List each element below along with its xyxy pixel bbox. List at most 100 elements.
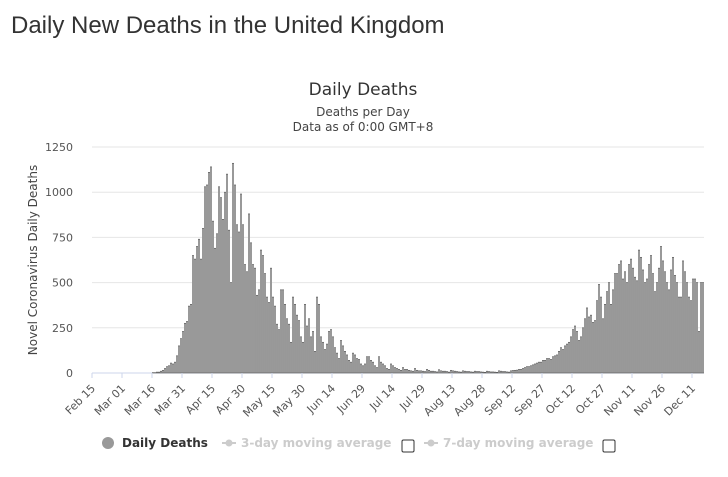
bar[interactable] (202, 228, 205, 374)
bar[interactable] (491, 371, 494, 374)
bar[interactable] (345, 354, 348, 374)
bar[interactable] (699, 282, 702, 374)
bar[interactable] (305, 325, 308, 374)
bar[interactable] (279, 289, 282, 374)
bar[interactable] (647, 264, 650, 374)
bar[interactable] (513, 369, 516, 374)
bar[interactable] (651, 273, 654, 374)
bar[interactable] (186, 321, 189, 374)
bar[interactable] (461, 370, 464, 374)
bar[interactable] (565, 343, 568, 374)
bar[interactable] (489, 371, 492, 374)
bar[interactable] (164, 368, 167, 374)
bar[interactable] (543, 360, 546, 374)
bar[interactable] (503, 371, 506, 374)
bar[interactable] (387, 369, 390, 374)
bar[interactable] (303, 303, 306, 374)
bar[interactable] (435, 371, 438, 374)
bar[interactable] (519, 369, 522, 374)
bar[interactable] (162, 369, 165, 374)
bar[interactable] (677, 296, 680, 374)
bar[interactable] (497, 370, 500, 374)
bar[interactable] (257, 289, 260, 374)
bar[interactable] (557, 350, 560, 374)
bar[interactable] (198, 238, 201, 374)
bar[interactable] (613, 273, 616, 374)
bar[interactable] (411, 370, 414, 374)
bar[interactable] (537, 361, 540, 374)
bar[interactable] (549, 359, 552, 374)
bar[interactable] (391, 365, 394, 374)
bar[interactable] (166, 366, 169, 374)
bar[interactable] (337, 358, 340, 374)
bar[interactable] (343, 350, 346, 374)
bar[interactable] (176, 355, 179, 374)
bar[interactable] (210, 166, 213, 374)
bar[interactable] (158, 371, 161, 374)
bar[interactable] (479, 371, 482, 374)
bar[interactable] (172, 363, 175, 374)
bar[interactable] (597, 284, 600, 374)
bar[interactable] (683, 271, 686, 374)
bar[interactable] (515, 369, 518, 374)
bar[interactable] (413, 368, 416, 374)
bar[interactable] (421, 370, 424, 374)
bar[interactable] (509, 370, 512, 374)
bar[interactable] (635, 280, 638, 374)
bar[interactable] (373, 365, 376, 374)
bar[interactable] (659, 246, 662, 374)
bar[interactable] (443, 370, 446, 374)
bar[interactable] (224, 191, 227, 374)
bar[interactable] (341, 345, 344, 374)
bar[interactable] (353, 354, 356, 374)
bar[interactable] (174, 361, 177, 374)
bar[interactable] (615, 273, 618, 374)
bar[interactable] (483, 371, 486, 374)
bar[interactable] (645, 278, 648, 374)
bar[interactable] (178, 345, 181, 374)
bar[interactable] (585, 307, 588, 374)
bar[interactable] (297, 320, 300, 374)
bar[interactable] (533, 363, 536, 374)
bar[interactable] (431, 370, 434, 374)
legend-checkbox[interactable] (602, 439, 616, 453)
bar[interactable] (170, 362, 173, 374)
bar[interactable] (589, 314, 592, 374)
bar[interactable] (349, 361, 352, 374)
bar[interactable] (309, 336, 312, 374)
bar[interactable] (649, 255, 652, 374)
bar[interactable] (156, 371, 159, 374)
bar[interactable] (667, 289, 670, 374)
bar[interactable] (281, 289, 284, 374)
bar[interactable] (643, 282, 646, 374)
bar[interactable] (323, 349, 326, 374)
bar[interactable] (623, 271, 626, 374)
bar[interactable] (639, 256, 642, 374)
bar[interactable] (240, 193, 243, 374)
bar[interactable] (481, 371, 484, 374)
bar[interactable] (365, 356, 368, 374)
bar[interactable] (545, 358, 548, 374)
bar[interactable] (405, 369, 408, 374)
bar[interactable] (401, 367, 404, 374)
bar[interactable] (192, 255, 195, 374)
bar[interactable] (451, 370, 454, 374)
bar[interactable] (363, 363, 366, 374)
bar[interactable] (555, 354, 558, 374)
bar[interactable] (427, 369, 430, 374)
bar[interactable] (573, 325, 576, 374)
bar[interactable] (617, 264, 620, 374)
bar[interactable] (423, 371, 426, 374)
bar[interactable] (701, 282, 704, 374)
bar[interactable] (563, 345, 566, 374)
bar[interactable] (629, 258, 632, 374)
bar[interactable] (467, 371, 470, 374)
bar[interactable] (625, 282, 628, 374)
bar[interactable] (168, 365, 171, 374)
bar[interactable] (511, 370, 514, 374)
bar[interactable] (367, 356, 370, 374)
bar[interactable] (531, 364, 534, 374)
bar[interactable] (605, 291, 608, 374)
bar[interactable] (403, 369, 406, 374)
bar[interactable] (271, 296, 274, 374)
